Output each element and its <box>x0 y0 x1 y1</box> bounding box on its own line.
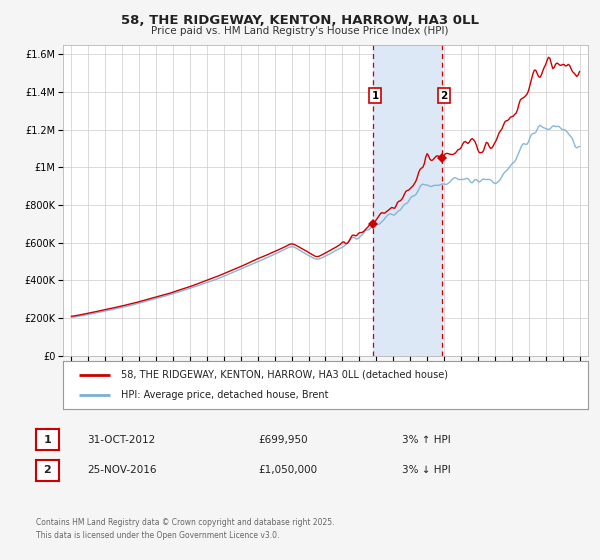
Bar <box>373 45 442 356</box>
Text: 3% ↓ HPI: 3% ↓ HPI <box>402 465 451 475</box>
Text: Contains HM Land Registry data © Crown copyright and database right 2025.
This d: Contains HM Land Registry data © Crown c… <box>36 519 335 540</box>
Text: HPI: Average price, detached house, Brent: HPI: Average price, detached house, Bren… <box>121 390 328 400</box>
Text: 58, THE RIDGEWAY, KENTON, HARROW, HA3 0LL: 58, THE RIDGEWAY, KENTON, HARROW, HA3 0L… <box>121 14 479 27</box>
Text: 1: 1 <box>371 91 379 101</box>
Text: £699,950: £699,950 <box>258 435 308 445</box>
Text: 2: 2 <box>44 465 51 475</box>
Text: 1: 1 <box>44 435 51 445</box>
Text: 3% ↑ HPI: 3% ↑ HPI <box>402 435 451 445</box>
Text: 25-NOV-2016: 25-NOV-2016 <box>87 465 157 475</box>
Text: 58, THE RIDGEWAY, KENTON, HARROW, HA3 0LL (detached house): 58, THE RIDGEWAY, KENTON, HARROW, HA3 0L… <box>121 370 448 380</box>
Text: Price paid vs. HM Land Registry's House Price Index (HPI): Price paid vs. HM Land Registry's House … <box>151 26 449 36</box>
Text: £1,050,000: £1,050,000 <box>258 465 317 475</box>
Text: 31-OCT-2012: 31-OCT-2012 <box>87 435 155 445</box>
Text: 2: 2 <box>440 91 448 101</box>
